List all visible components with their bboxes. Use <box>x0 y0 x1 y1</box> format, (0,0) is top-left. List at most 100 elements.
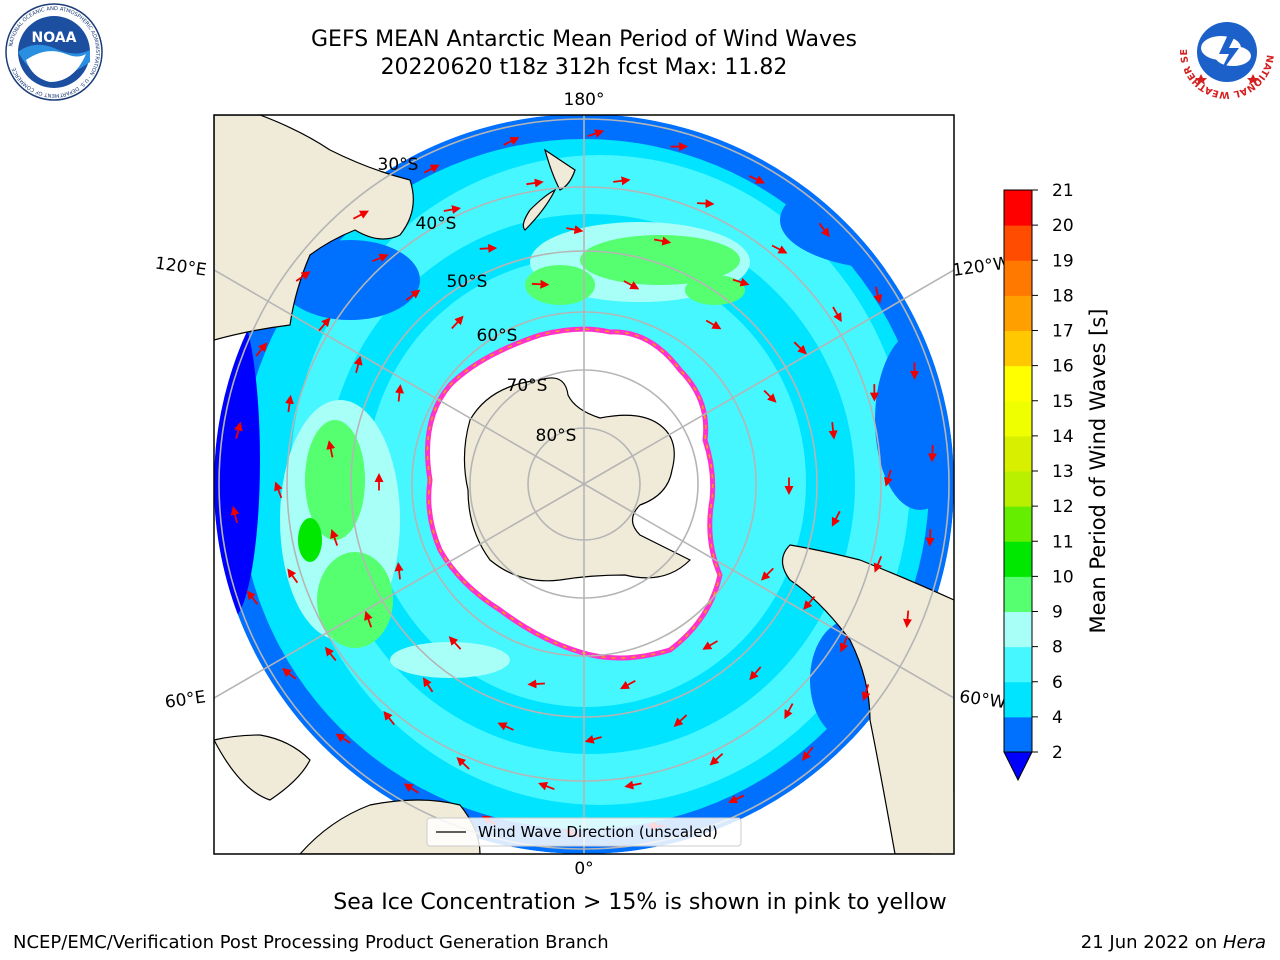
colorbar-segment <box>1004 330 1032 367</box>
colorbar-segment <box>1004 576 1032 612</box>
wave-direction-arrow <box>479 243 498 253</box>
colorbar-tick-label: 15 <box>1052 392 1074 412</box>
colorbar-segment <box>1004 716 1032 753</box>
lat-label-30s: 30°S <box>378 155 419 175</box>
land-corner-br <box>930 790 954 854</box>
lon-label-60e: 60°E <box>164 687 207 712</box>
wave-direction-arrow <box>873 556 883 573</box>
map-frame <box>213 114 955 855</box>
wave-direction-arrow <box>527 679 545 689</box>
wave-direction-arrow <box>925 529 935 547</box>
legend-label: Wind Wave Direction (unscaled) <box>478 823 718 841</box>
wave-direction-arrow <box>353 355 363 374</box>
colorbar-tick-label: 6 <box>1052 673 1063 693</box>
colorbar-segment <box>1004 541 1032 577</box>
lon-label-60w: 60°W <box>958 687 1007 713</box>
wave-direction-arrow <box>803 596 816 610</box>
wave-direction-arrow <box>324 646 337 662</box>
colorbar-segment <box>1004 365 1032 402</box>
wave-direction-arrow <box>287 568 299 584</box>
wave-direction-arrow <box>702 640 718 650</box>
wave-direction-arrow <box>613 176 631 186</box>
wave-direction-arrow <box>619 680 636 690</box>
wave-direction-arrow <box>326 440 336 458</box>
wave-direction-arrow <box>653 236 672 246</box>
colorbar-underflow <box>1003 751 1033 782</box>
wave-direction-arrow <box>927 444 937 463</box>
latitude-labels: 30°S 40°S 50°S 60°S 70°S 80°S <box>378 155 577 446</box>
wave-direction-arrow <box>538 781 555 791</box>
colorbar-segment <box>1004 435 1032 472</box>
lat-label-50s: 50°S <box>447 272 488 292</box>
noaa-logo-text: NOAA <box>32 30 77 46</box>
wave-direction-arrow <box>526 178 544 188</box>
wave-direction-arrow <box>903 610 912 628</box>
wave-direction-arrow <box>330 529 339 546</box>
wave-direction-arrow <box>818 222 830 238</box>
wave-direction-arrow <box>673 714 688 727</box>
sea-ice-note: Sea Ice Concentration > 15% is shown in … <box>333 890 947 915</box>
wave-direction-arrow <box>861 684 871 702</box>
graticule <box>214 115 954 854</box>
wave-direction-arrow <box>828 422 838 440</box>
australia <box>214 115 414 341</box>
wave-direction-arrow <box>423 164 440 174</box>
colorbar-segment <box>1004 400 1032 437</box>
wave-direction-arrow <box>584 734 602 744</box>
wave-direction-arrow <box>372 253 389 263</box>
colorbar-tick-label: 10 <box>1052 567 1074 587</box>
wave-direction-arrow <box>234 421 243 439</box>
colorbar-segment <box>1004 646 1032 683</box>
date-stamp: 21 Jun 2022 on Hera <box>1081 932 1266 953</box>
colorbar-tick-label: 11 <box>1052 532 1074 552</box>
colorbar-tick-label: 8 <box>1052 638 1063 658</box>
wave-direction-arrow <box>274 481 283 499</box>
colorbar-tick-label: 16 <box>1052 357 1074 377</box>
wave-direction-arrow <box>760 567 774 581</box>
wave-direction-arrow <box>451 315 464 330</box>
wave-direction-arrow <box>709 753 724 766</box>
colorbar-tick-label: 18 <box>1052 286 1074 306</box>
lon-label-120e: 120°E <box>154 254 208 281</box>
colorbar-segment <box>1004 506 1032 542</box>
wave-direction-arrow <box>624 780 642 790</box>
colorbar-segment <box>1004 681 1032 718</box>
wave-direction-arrow <box>832 306 842 323</box>
wave-direction-arrow <box>394 562 404 580</box>
map-legend: Wind Wave Direction (unscaled) <box>426 817 742 847</box>
machine-name: Hera <box>1222 932 1266 953</box>
credit-text: NCEP/EMC/Verification Post Processing Pr… <box>13 932 609 953</box>
wave-direction-arrow <box>705 319 722 330</box>
colorbar-tick-label: 17 <box>1052 322 1074 342</box>
date-text: 21 Jun 2022 on <box>1080 932 1223 953</box>
lon-label-120w: 120°W <box>951 253 1011 281</box>
wave-direction-arrow <box>255 342 268 357</box>
wave-direction-arrow <box>802 746 814 761</box>
lon-label-180: 180° <box>564 90 605 110</box>
wave-direction-arrow <box>281 668 297 680</box>
wind-wave-arrows <box>230 129 937 838</box>
wave-direction-arrow <box>364 610 373 628</box>
colorbar-segment <box>1004 611 1032 648</box>
new-zealand-south <box>522 188 557 231</box>
wave-direction-arrow <box>318 317 331 332</box>
wave-direction-arrow <box>884 469 893 487</box>
wave-direction-arrow <box>295 271 311 282</box>
wave-direction-arrow <box>531 279 550 289</box>
colorbar-segment <box>1004 471 1032 507</box>
noaa-logo: NOAA NATIONAL OCEANIC AND ATMOSPHERIC AD… <box>5 3 103 101</box>
wave-direction-arrow <box>831 510 841 527</box>
colorbar-tick-label: 20 <box>1052 216 1074 236</box>
wave-direction-arrow <box>395 384 404 402</box>
wave-direction-arrow <box>793 341 807 355</box>
colorbar-segment <box>1004 190 1032 226</box>
wave-direction-arrow <box>623 280 640 290</box>
wave-direction-arrow <box>403 783 419 794</box>
wave-direction-arrow <box>873 286 883 304</box>
colorbar: 2 4 6 8 9 10 11 12 13 14 15 16 17 18 19 20 21 <box>1003 181 1074 782</box>
wave-direction-arrow <box>383 710 396 726</box>
new-zealand-north <box>543 148 576 191</box>
colorbar-tick-label: 13 <box>1052 462 1074 482</box>
colorbar-tick-label: 19 <box>1052 251 1074 271</box>
